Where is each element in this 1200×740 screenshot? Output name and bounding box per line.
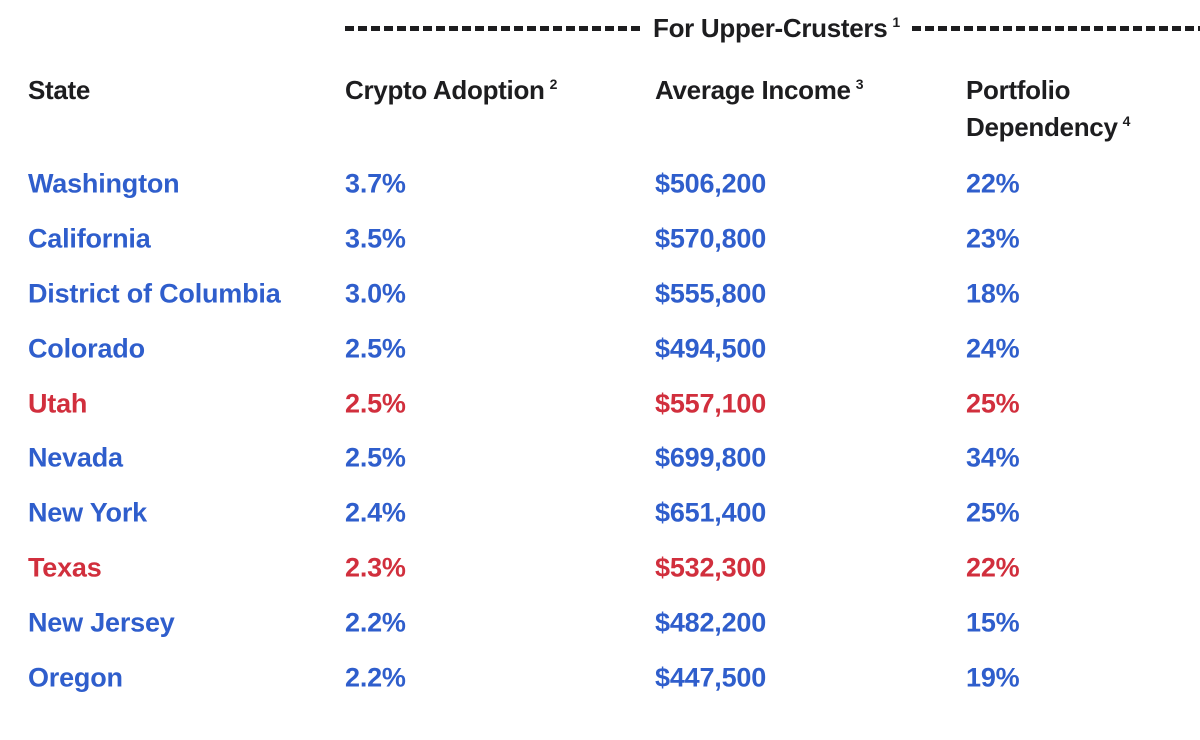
average-income-cell: $506,200 [655,168,767,199]
crypto-adoption-cell: 2.2% [345,662,406,693]
dashed-rule-left [345,25,641,31]
average-income-cell: $555,800 [655,278,767,309]
footnote-marker-3: 3 [855,76,864,92]
portfolio-dependency-cell: 18% [966,278,1020,309]
column-header-income-text: Average Income [655,75,851,105]
crypto-adoption-cell: 2.3% [345,552,406,583]
crypto-adoption-cell: 2.2% [345,607,406,638]
footnote-marker-1: 1 [892,13,900,30]
average-income-cell: $494,500 [655,333,767,364]
average-income-cell: $557,100 [655,388,767,419]
state-cell: Texas [28,552,102,583]
state-cell: Nevada [28,442,123,473]
crypto-adoption-cell: 2.5% [345,388,406,419]
table-row: District of Columbia 3.0% $555,800 18% [0,267,1200,322]
average-income-cell: $482,200 [655,607,767,638]
state-cell: New Jersey [28,607,175,638]
average-income-cell: $447,500 [655,662,767,693]
footnote-marker-2: 2 [549,76,558,92]
crypto-adoption-cell: 2.5% [345,442,406,473]
table-rows: Washington 3.7% $506,200 22% California 3.5% $… [0,157,1200,705]
average-income-cell: $651,400 [655,497,767,528]
crypto-adoption-cell: 2.4% [345,497,406,528]
table-row: Utah 2.5% $557,100 25% [0,376,1200,431]
group-header-text: For Upper-Crusters [653,12,888,43]
crypto-adoption-cell: 3.0% [345,278,406,309]
state-cell: Colorado [28,333,145,364]
group-header-rule: For Upper-Crusters 1 [345,10,1200,46]
average-income-cell: $532,300 [655,552,767,583]
portfolio-dependency-cell: 22% [966,168,1020,199]
dashed-rule-right [911,25,1200,31]
table-row: New Jersey 2.2% $482,200 15% [0,595,1200,650]
column-header-average-income: Average Income 3 [655,72,863,109]
table-row: California 3.5% $570,800 23% [0,212,1200,267]
column-header-portfolio-text: Portfolio Dependency [966,75,1118,142]
table-row: Washington 3.7% $506,200 22% [0,157,1200,212]
crypto-adoption-cell: 3.5% [345,223,406,254]
average-income-cell: $699,800 [655,442,767,473]
portfolio-dependency-cell: 22% [966,552,1020,583]
group-header-label: For Upper-Crusters 1 [653,13,900,44]
portfolio-dependency-cell: 25% [966,497,1020,528]
column-header-portfolio-dependency: Portfolio Dependency 4 [966,72,1158,146]
portfolio-dependency-cell: 25% [966,388,1020,419]
column-header-crypto-text: Crypto Adoption [345,75,545,105]
state-cell: New York [28,497,147,528]
table-row: Colorado 2.5% $494,500 24% [0,321,1200,376]
table-row: Oregon 2.2% $447,500 19% [0,650,1200,705]
state-cell: Utah [28,388,88,419]
crypto-adoption-cell: 2.5% [345,333,406,364]
footnote-marker-4: 4 [1122,112,1131,129]
column-header-state: State [28,72,90,109]
portfolio-dependency-cell: 23% [966,223,1020,254]
column-header-state-text: State [28,75,91,105]
table-row: Nevada 2.5% $699,800 34% [0,431,1200,486]
portfolio-dependency-cell: 15% [966,607,1020,638]
portfolio-dependency-cell: 19% [966,662,1020,693]
state-cell: California [28,223,151,254]
state-cell: Oregon [28,662,123,693]
column-header-crypto-adoption: Crypto Adoption 2 [345,72,557,109]
portfolio-dependency-cell: 34% [966,442,1020,473]
state-cell: Washington [28,168,180,199]
state-cell: District of Columbia [28,278,281,309]
crypto-adoption-cell: 3.7% [345,168,406,199]
portfolio-dependency-cell: 24% [966,333,1020,364]
table-row: Texas 2.3% $532,300 22% [0,541,1200,596]
table-row: New York 2.4% $651,400 25% [0,486,1200,541]
average-income-cell: $570,800 [655,223,767,254]
